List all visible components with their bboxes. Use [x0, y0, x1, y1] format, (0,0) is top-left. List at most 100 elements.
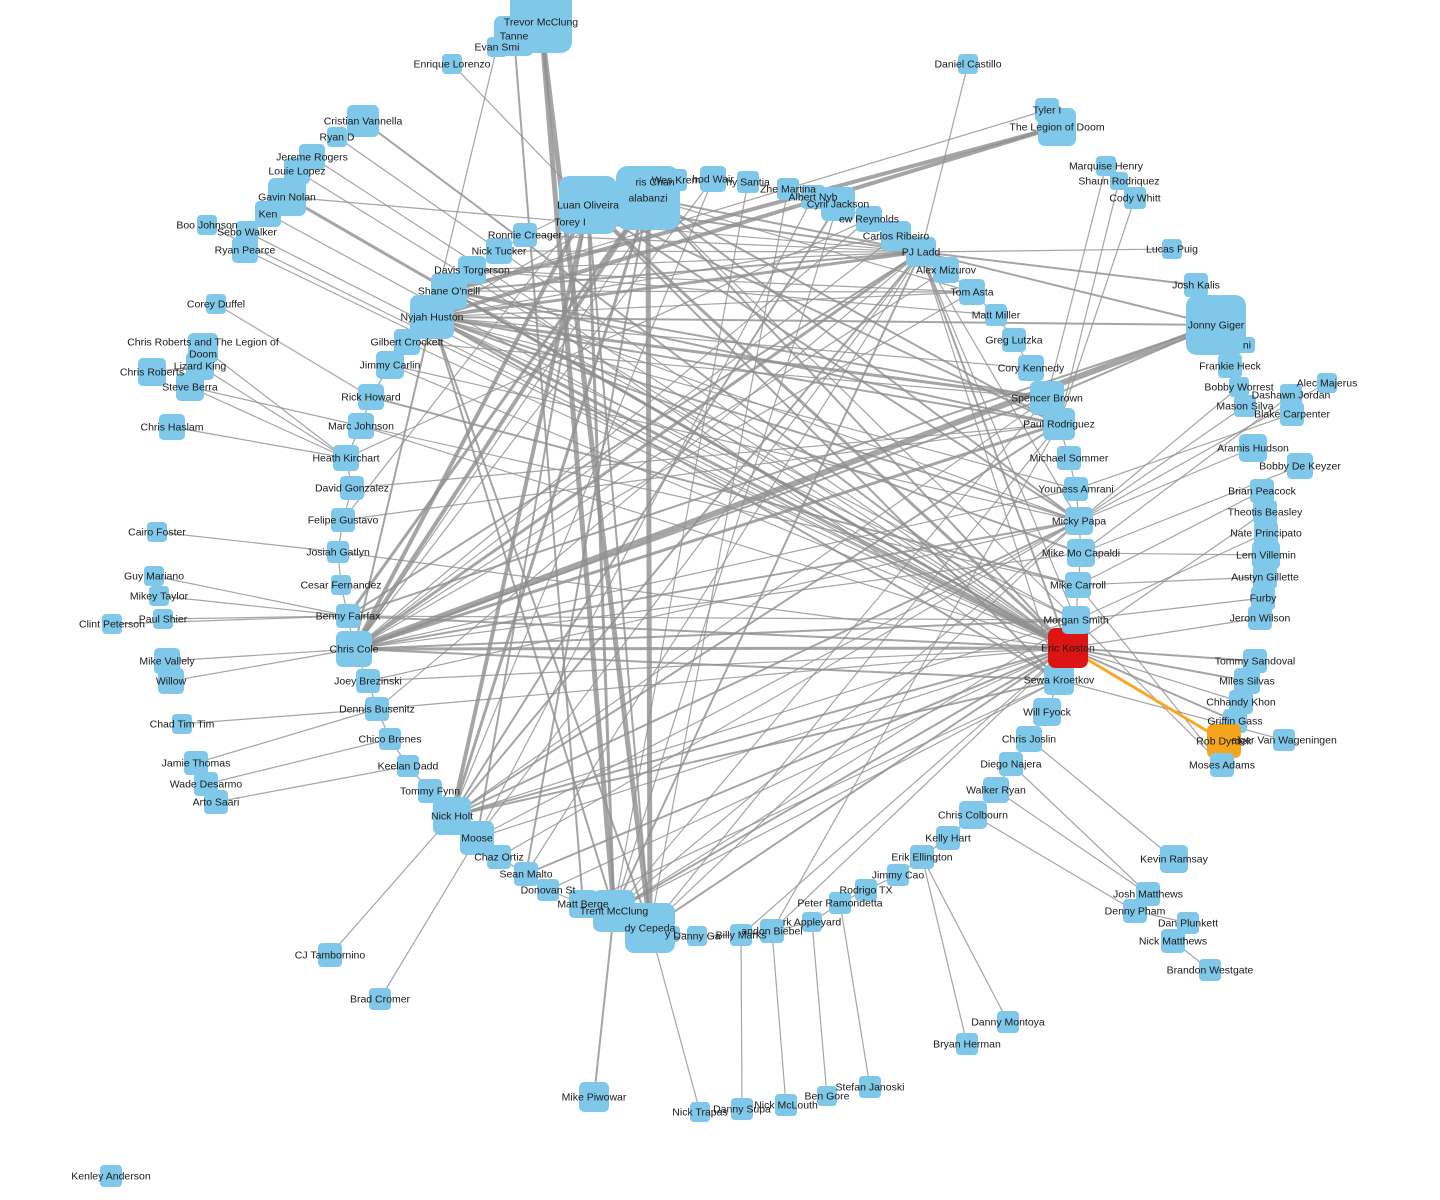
node-mike-mo-capaldi[interactable]: [1067, 539, 1095, 567]
node-chris-joslin[interactable]: [1016, 726, 1042, 752]
node-frankie-heck[interactable]: [1218, 354, 1242, 378]
node-danny-supa[interactable]: [731, 1098, 753, 1120]
node-matt-miller[interactable]: [985, 304, 1007, 326]
node-mike-carroll[interactable]: [1065, 572, 1091, 598]
node-stefan-janoski[interactable]: [859, 1076, 881, 1098]
node-shaun-rodriquez[interactable]: [1110, 172, 1128, 190]
node-hod-wair[interactable]: [700, 166, 726, 192]
node-felipe-gustavo[interactable]: [331, 508, 355, 532]
node-tommy-fynn[interactable]: [418, 779, 442, 803]
node-bryan-herman[interactable]: [956, 1033, 978, 1055]
node-walker-ryan[interactable]: [983, 777, 1009, 803]
node-gilbert-crockett[interactable]: [394, 329, 420, 355]
node-tom-asta[interactable]: [959, 279, 985, 305]
node-paul-rodriguez[interactable]: [1043, 408, 1075, 440]
node-nick-mclouth[interactable]: [775, 1094, 797, 1116]
node-alex-mizurov[interactable]: [933, 257, 959, 283]
node-brad-cromer[interactable]: [369, 988, 391, 1010]
node-alabanzi[interactable]: [616, 166, 680, 230]
node-dan-plunkett[interactable]: [1177, 912, 1199, 934]
node-dennis-busenitz[interactable]: [365, 697, 389, 721]
node-heath-kirchart[interactable]: [333, 445, 359, 471]
node-jimmy-cao[interactable]: [887, 864, 909, 886]
node-nate-principato[interactable]: [1254, 521, 1278, 545]
node-evan-smi[interactable]: [487, 37, 507, 57]
node-rodrigo-tx[interactable]: [855, 879, 877, 901]
node-billy-marks[interactable]: [730, 924, 752, 946]
node-moose[interactable]: [460, 821, 494, 855]
node-danny-ga[interactable]: [687, 926, 707, 946]
node-lem-villemin[interactable]: [1252, 541, 1280, 569]
node-cory-kennedy[interactable]: [1018, 355, 1044, 381]
node-chhandy-khon[interactable]: [1229, 690, 1253, 714]
node-chris-cole[interactable]: [336, 631, 372, 667]
node-youness-amrani[interactable]: [1064, 477, 1088, 501]
node-furby[interactable]: [1251, 586, 1275, 610]
node-david-gonzalez[interactable]: [340, 476, 364, 500]
node-cristian-vannella[interactable]: [347, 105, 379, 137]
node-enrique-lorenzo[interactable]: [442, 54, 462, 74]
node-denny-pham[interactable]: [1123, 899, 1147, 923]
node-andon-biebel[interactable]: [760, 919, 784, 943]
node-cj-tambornino[interactable]: [318, 943, 342, 967]
node-ew-reynolds[interactable]: [856, 206, 882, 232]
node-pj-ladd[interactable]: [906, 237, 936, 267]
node-dy-cepeda[interactable]: [625, 903, 675, 953]
node-steve-berra[interactable]: [176, 373, 204, 401]
node-ryan-pearce[interactable]: [232, 237, 258, 263]
node-paul-shier[interactable]: [153, 609, 173, 629]
node-cesar-fernandez[interactable]: [331, 575, 351, 595]
node-cairo-foster[interactable]: [147, 522, 167, 542]
node-miles-silvas[interactable]: [1234, 668, 1260, 694]
node-clint-peterson[interactable]: [102, 614, 122, 634]
node-brandon-westgate[interactable]: [1199, 959, 1221, 981]
node-chris-haslam[interactable]: [159, 414, 185, 440]
node-donovan-st[interactable]: [537, 879, 559, 901]
node-mason-silva[interactable]: [1234, 395, 1256, 417]
node-hy-santia[interactable]: [737, 171, 759, 193]
node-jeron-wilson[interactable]: [1248, 606, 1272, 630]
node-jamie-thomas[interactable]: [184, 751, 208, 775]
node-marc-johnson[interactable]: [348, 413, 374, 439]
node-rob-dyrdek[interactable]: [1207, 724, 1241, 758]
node-josh-kalis[interactable]: [1184, 273, 1208, 297]
node-erik-ellington[interactable]: [910, 845, 934, 869]
node-alec-majerus[interactable]: [1317, 373, 1337, 393]
node-ben-gore[interactable]: [817, 1086, 837, 1106]
node-micky-papa[interactable]: [1065, 507, 1093, 535]
node-josiah-gatlyn[interactable]: [327, 541, 349, 563]
node-morgan-smith[interactable]: [1062, 606, 1090, 634]
node-sewa-kroetkov[interactable]: [1044, 665, 1074, 695]
node-chaz-ortiz[interactable]: [487, 845, 511, 869]
node-sean-malto[interactable]: [514, 862, 538, 886]
node-boo-johnson[interactable]: [197, 215, 217, 235]
node-kenley-anderson[interactable]: [100, 1165, 122, 1187]
node-cody-whitt[interactable]: [1124, 187, 1146, 209]
node-zhe-martina[interactable]: [777, 178, 799, 200]
node-carlos-ribeiro[interactable]: [881, 221, 911, 251]
node-albert-nyb[interactable]: [801, 185, 825, 209]
node-michael-sommer[interactable]: [1057, 446, 1081, 470]
node-rk-appleyard[interactable]: [802, 912, 822, 932]
node-marquise-henry[interactable]: [1096, 156, 1116, 176]
node-ken[interactable]: [255, 201, 281, 227]
node-chad-tim-tim[interactable]: [172, 714, 192, 734]
node-ryan-d[interactable]: [327, 127, 347, 147]
node-will-fyock[interactable]: [1033, 698, 1061, 726]
node-nick-matthews[interactable]: [1161, 929, 1185, 953]
node-eric-koston[interactable]: [1048, 628, 1088, 668]
node-mike-vallely[interactable]: [154, 648, 180, 674]
node-blake-carpenter[interactable]: [1280, 402, 1304, 426]
node-luan-oliveira[interactable]: [559, 176, 617, 234]
node-kelly-hart[interactable]: [936, 826, 960, 850]
node-keelan-dadd[interactable]: [397, 755, 419, 777]
node-spencer-brown[interactable]: [1030, 381, 1064, 415]
node-guy-mariano[interactable]: [144, 566, 164, 586]
node-joey-brezinski[interactable]: [356, 669, 380, 693]
node-jimmy-carlin[interactable]: [376, 351, 404, 379]
node-eiger-van-wageningen[interactable]: [1273, 729, 1295, 751]
node-mikey-taylor[interactable]: [149, 586, 169, 606]
node-louie-lopez[interactable]: [284, 158, 310, 184]
node-bobby-worrest[interactable]: [1229, 377, 1249, 397]
node-nick-tucker[interactable]: [486, 238, 512, 264]
